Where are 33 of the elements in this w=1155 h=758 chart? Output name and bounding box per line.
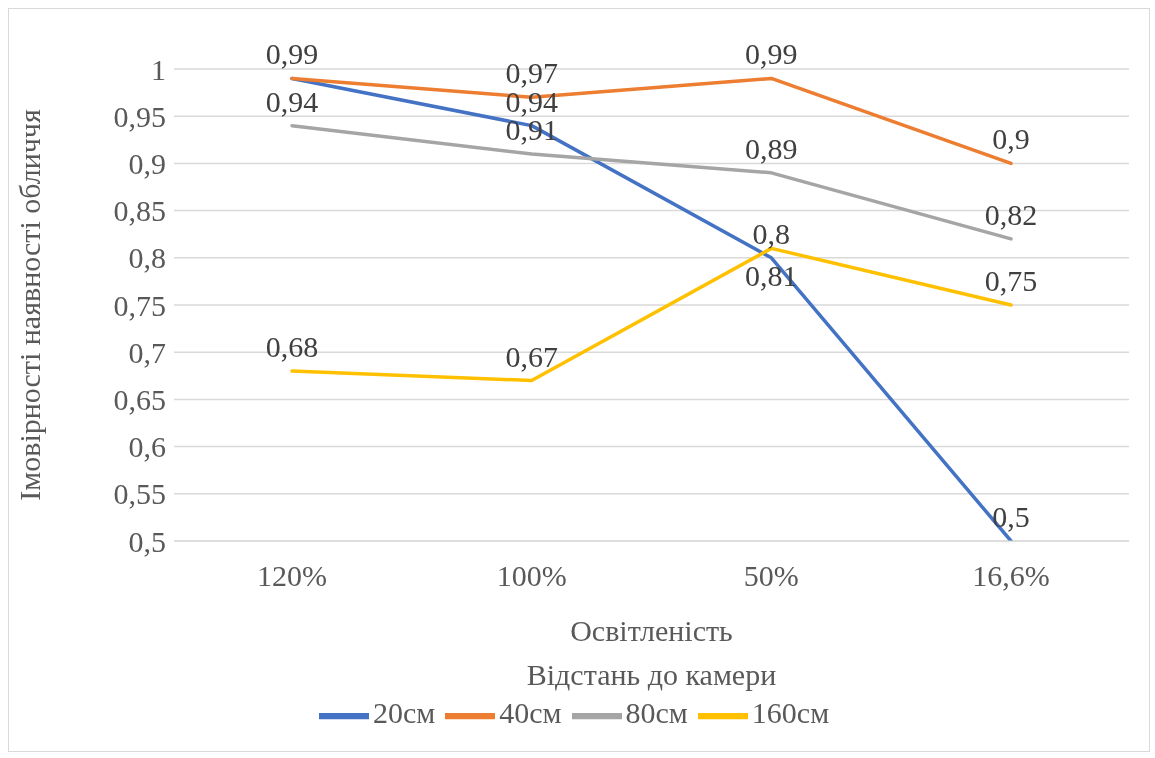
x-tick-label: 100% [496,559,567,593]
y-tick-label: 0,95 [113,99,166,133]
y-tick-label: 0,6 [128,430,166,464]
y-tick-label: 0,7 [128,335,166,369]
y-tick-label: 0,55 [113,477,166,511]
data-label: 0,99 [265,37,319,71]
data-label: 0,9 [992,122,1030,156]
legend-label: 20см [372,695,436,729]
x-tick-label: 120% [257,559,327,593]
data-label: 0,67 [505,339,558,373]
legend-label: 160см [751,695,830,729]
x-tick-label: 16,6% [972,559,1050,593]
data-label: 0,68 [265,330,319,364]
x-axis-title: Освітленість Відстань до камери [526,614,777,691]
y-tick-label: 0,75 [113,288,166,322]
y-tick-label: 0,5 [128,524,166,558]
x-tick-label: 50% [743,559,799,593]
y-tick-label: 0,65 [113,383,166,417]
data-label: 0,82 [984,197,1038,231]
y-tick-label: 1 [151,52,166,86]
data-label: 0,89 [745,131,798,165]
legend-label: 40см [499,695,562,729]
data-label: 0,99 [745,37,798,71]
y-tick-label: 0,9 [128,147,166,181]
data-label: 0,97 [505,56,558,90]
y-tick-label: 0,8 [128,241,166,275]
y-tick-label: 0,85 [113,194,166,228]
data-label: 0,75 [984,264,1038,297]
data-label: 0,8 [752,216,791,250]
y-axis-title: Імовірності наявності обличчя [12,109,46,501]
data-label: 0,94 [265,84,319,118]
data-label: 0,5 [992,500,1030,533]
legend-label: 80см [625,695,688,729]
